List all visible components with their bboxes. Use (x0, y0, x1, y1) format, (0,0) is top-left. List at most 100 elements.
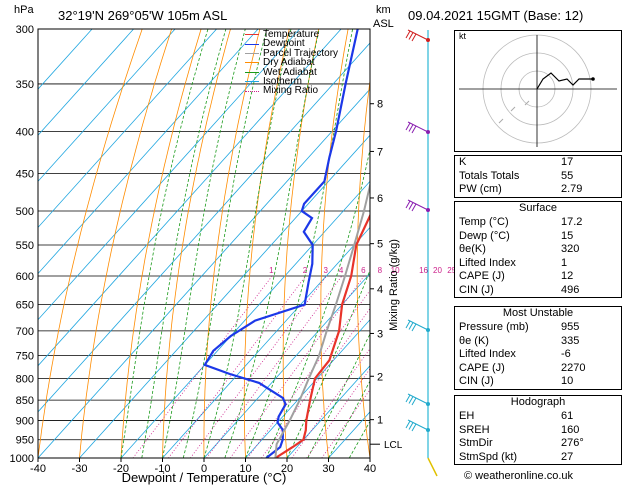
table-row: Lifted Index 1 (455, 257, 621, 271)
hodograph-plot (454, 30, 622, 152)
indices-table: K 17 Totals Totals 55 PW (cm) 2.79 (454, 155, 622, 198)
wind-barb-flag (408, 202, 414, 210)
pressure-tick-label: 700 (16, 326, 34, 338)
km-tick-label: 5 (377, 239, 383, 251)
dry-adiabat-line (203, 29, 261, 458)
legend-entry: Temperature (245, 29, 338, 40)
table-row: StmDir 276° (455, 437, 621, 451)
isotherm-line (79, 134, 370, 458)
pressure-tick-label: 350 (16, 79, 34, 91)
wind-barb-flag (405, 122, 411, 131)
wind-barb-flag (408, 422, 414, 430)
wet-adiabat-line (182, 29, 268, 458)
table-row-value: 2270 (561, 361, 586, 374)
lcl-label: LCL (384, 440, 403, 451)
table-row-value: 55 (561, 169, 574, 182)
wind-barb-flag (405, 320, 411, 329)
pressure-tick-label: 950 (16, 435, 34, 447)
table-row-label: StmSpd (kt) (459, 450, 518, 463)
mixing-ratio-axis-title: Mixing Ratio (g/kg) (388, 239, 400, 331)
table-row: PW (cm) 2.79 (455, 183, 621, 197)
wind-barb (407, 29, 429, 41)
wet-adiabat-line (328, 380, 370, 458)
km-tick-label: 7 (377, 146, 383, 158)
legend-swatch (245, 34, 259, 36)
wind-barb-flag (411, 33, 417, 42)
legend-label: Temperature (263, 29, 320, 40)
wind-barb-flag (411, 323, 417, 332)
table-row: CAPE (J) 2270 (455, 362, 621, 376)
table-row-label: θe(K) (459, 243, 486, 255)
wet-adiabat-line (162, 29, 246, 458)
series-temperature (274, 213, 370, 458)
wind-barb-flag (408, 32, 414, 40)
km-tick-label: 2 (377, 371, 383, 383)
pressure-tick-label: 800 (16, 373, 34, 385)
mixing-ratio-label: 6 (361, 266, 366, 275)
table-row: Lifted Index -6 (455, 348, 621, 362)
table-row-label: θe (K) (459, 334, 489, 347)
wind-barb-dot (426, 208, 430, 212)
km-tick-label: 6 (377, 193, 383, 205)
legend-entry: Dewpoint (245, 39, 338, 49)
table-row-label: K (459, 156, 467, 168)
isotherm-line (245, 319, 370, 458)
table-row-value: 17.2 (561, 216, 583, 228)
km-tick-label: 8 (377, 99, 383, 111)
pressure-tick-label: 550 (16, 240, 34, 252)
legend-swatch (245, 43, 259, 45)
wet-adiabat-line (203, 29, 292, 458)
table-row: Totals Totals 55 (455, 170, 621, 184)
isotherm-line (38, 29, 134, 136)
table-row: CAPE (J) 12 (455, 270, 621, 284)
mixing-ratio-label: 3 (324, 266, 329, 275)
legend-label: Dry Adiabat (263, 57, 315, 69)
wind-barb-flag (411, 125, 417, 134)
x-tick-label: 30 (322, 463, 334, 475)
surface-table: Surface Temp (°C) 17.2 Dewp (°C) 15 θe(K) 320… (454, 201, 622, 298)
legend-label: Mixing Ratio (263, 85, 319, 97)
isotherm-line (203, 272, 370, 458)
table-row-value: 12 (561, 270, 574, 282)
wind-barb-flag (408, 322, 414, 330)
wet-adiabat-line (141, 29, 227, 458)
hpa-label: hPa (14, 4, 34, 16)
pressure-tick-label: 850 (16, 395, 34, 407)
wind-barb-flag (411, 423, 417, 432)
datetime-title: 09.04.2021 15GMT (Base: 12) (408, 8, 584, 23)
table-row-value: 10 (561, 375, 574, 387)
legend-entry: Isotherm (245, 76, 338, 87)
table-row: K 17 (455, 156, 621, 170)
km-tick-label: 3 (377, 328, 383, 340)
wind-barb-flag (408, 396, 414, 404)
mixing-ratio-line (321, 388, 370, 458)
copyright-text: © weatheronline.co.uk (464, 470, 574, 482)
pressure-tick-label: 650 (16, 300, 34, 312)
table-row-label: Pressure (mb) (459, 321, 529, 333)
wind-barb-dot (426, 428, 430, 432)
legend-swatch (245, 53, 259, 55)
legend-entry: Mixing Ratio (245, 85, 338, 97)
km-label: km (376, 4, 391, 16)
wind-barb-dot (426, 38, 430, 42)
isotherm-line (38, 29, 259, 275)
most-unstable-title: Most Unstable (502, 307, 574, 319)
table-row: Temp (°C) 17.2 (455, 216, 621, 230)
wet-adiabat-line (265, 147, 370, 458)
asl-label: ASL (373, 18, 394, 30)
table-row-value: 2.79 (561, 183, 583, 195)
series-dewpoint (203, 29, 359, 458)
table-row: CIN (J) 496 (455, 284, 621, 298)
dry-adiabat-line (356, 77, 370, 458)
dry-adiabat-line (427, 29, 453, 458)
legend-entry: Dry Adiabat (245, 57, 338, 69)
table-row-value: 276° (561, 437, 584, 449)
pressure-tick-label: 1000 (10, 453, 34, 465)
x-tick-label: -10 (155, 463, 171, 475)
dry-adiabat-line (320, 29, 349, 458)
mixing-ratio-line (190, 275, 327, 458)
legend-entry: Parcel Trajectory (245, 48, 338, 59)
table-row-value: 955 (561, 321, 580, 333)
table-row-value: 17 (561, 156, 574, 168)
wind-barb-flag (408, 124, 414, 132)
